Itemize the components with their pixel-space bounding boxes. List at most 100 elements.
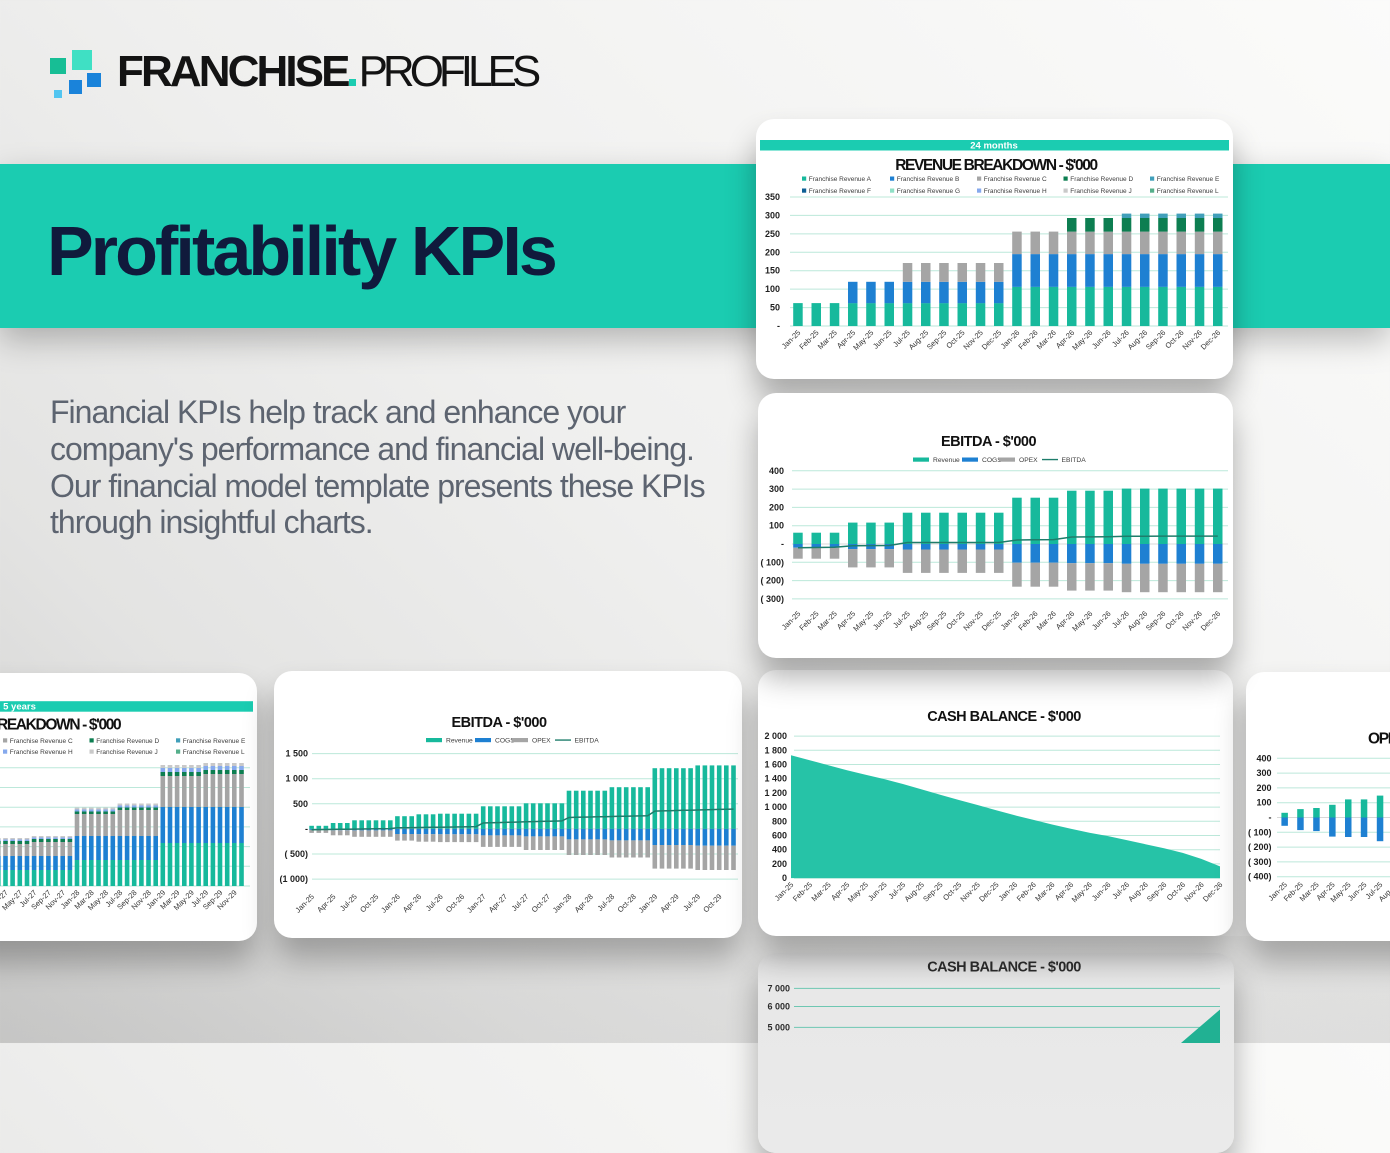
svg-text:1 200: 1 200: [764, 788, 787, 798]
svg-text:Oct-28: Oct-28: [616, 892, 638, 914]
svg-text:( 300): ( 300): [1248, 857, 1272, 867]
svg-text:Dec-25: Dec-25: [977, 880, 1000, 903]
svg-text:500: 500: [293, 799, 308, 809]
svg-text:Franchise Revenue C: Franchise Revenue C: [984, 176, 1047, 183]
svg-text:250: 250: [765, 229, 780, 239]
svg-text:May-25: May-25: [851, 328, 875, 352]
svg-text:300: 300: [765, 210, 780, 220]
svg-text:Dec-26: Dec-26: [1199, 328, 1222, 351]
svg-text:5 years: 5 years: [3, 702, 36, 713]
svg-text:Oct-29: Oct-29: [701, 892, 723, 914]
svg-text:Franchise Revenue A: Franchise Revenue A: [809, 176, 872, 183]
svg-text:Jul-28: Jul-28: [595, 892, 616, 913]
svg-text:600: 600: [772, 831, 787, 841]
svg-text:Revenue: Revenue: [933, 457, 960, 464]
svg-text:Apr-27: Apr-27: [487, 892, 509, 914]
svg-text:May-26: May-26: [1070, 880, 1094, 904]
svg-text:Mar-25: Mar-25: [816, 328, 839, 351]
svg-text:Oct-27: Oct-27: [530, 892, 552, 914]
svg-text:OPEX: OPEX: [1019, 457, 1038, 464]
svg-text:Revenue: Revenue: [446, 738, 473, 745]
svg-text:REVENUE BREAKDOWN - $'000: REVENUE BREAKDOWN - $'000: [0, 717, 121, 734]
svg-text:Jan-27: Jan-27: [465, 892, 488, 915]
svg-text:Mar-26: Mar-26: [1035, 609, 1058, 632]
svg-text:7 000: 7 000: [767, 983, 790, 993]
svg-text:Nov-26: Nov-26: [1182, 880, 1205, 903]
svg-text:150: 150: [765, 266, 780, 276]
svg-text:OPEX BREAKDOWN - $'000: OPEX BREAKDOWN - $'000: [1368, 731, 1390, 748]
svg-text:Mar-25: Mar-25: [816, 609, 839, 632]
svg-text:Jan-26: Jan-26: [379, 892, 402, 915]
svg-text:EBITDA - $'000: EBITDA - $'000: [451, 715, 546, 731]
svg-text:Mar-26: Mar-26: [1035, 328, 1058, 351]
svg-text:( 500): ( 500): [284, 849, 308, 859]
svg-text:COGS: COGS: [495, 738, 515, 745]
svg-text:Sep-25: Sep-25: [921, 880, 944, 903]
svg-text:Jul-27: Jul-27: [510, 892, 531, 913]
svg-text:Franchise Revenue D: Franchise Revenue D: [1070, 176, 1133, 183]
svg-text:0: 0: [782, 873, 787, 883]
svg-text:Sep-26: Sep-26: [1145, 880, 1168, 903]
svg-text:Jun-25: Jun-25: [871, 328, 894, 351]
svg-text:Apr-29: Apr-29: [658, 892, 680, 914]
svg-text:2 000: 2 000: [764, 731, 787, 741]
svg-text:Franchise Revenue J: Franchise Revenue J: [1070, 188, 1131, 195]
svg-text:Jun-25: Jun-25: [866, 880, 889, 903]
svg-text:Jan-29: Jan-29: [637, 892, 660, 915]
svg-text:200: 200: [772, 859, 787, 869]
svg-text:Feb-26: Feb-26: [1015, 880, 1038, 903]
svg-text:50: 50: [770, 303, 780, 313]
svg-text:Apr-26: Apr-26: [401, 892, 423, 914]
svg-text:May-25: May-25: [846, 880, 870, 904]
svg-text:(1 000): (1 000): [279, 874, 308, 884]
svg-text:Feb-26: Feb-26: [1016, 328, 1039, 351]
svg-text:( 100): ( 100): [1248, 827, 1272, 837]
svg-text:Jul-29: Jul-29: [681, 892, 702, 913]
svg-text:Jan-28: Jan-28: [551, 892, 574, 915]
svg-text:Franchise Revenue E: Franchise Revenue E: [183, 738, 246, 745]
svg-text:Feb-25: Feb-25: [791, 880, 814, 903]
svg-text:400: 400: [772, 845, 787, 855]
svg-text:Franchise Revenue J: Franchise Revenue J: [96, 749, 157, 756]
svg-text:1 600: 1 600: [764, 760, 787, 770]
svg-text:350: 350: [765, 192, 780, 202]
svg-text:Feb-26: Feb-26: [1016, 609, 1039, 632]
svg-text:1 400: 1 400: [764, 774, 787, 784]
svg-text:Franchise Revenue B: Franchise Revenue B: [897, 176, 960, 183]
svg-text:1 500: 1 500: [285, 749, 308, 759]
svg-text:Franchise Revenue C: Franchise Revenue C: [10, 738, 73, 745]
svg-text:400: 400: [1256, 753, 1271, 763]
svg-text:Aug-25: Aug-25: [903, 880, 926, 903]
svg-text:Jan-25: Jan-25: [293, 892, 316, 915]
svg-text:May-25: May-25: [851, 609, 875, 633]
svg-text:300: 300: [1256, 768, 1271, 778]
svg-text:Dec-25: Dec-25: [980, 609, 1003, 632]
svg-text:Franchise Revenue H: Franchise Revenue H: [10, 749, 73, 756]
svg-text:EBITDA: EBITDA: [575, 738, 600, 745]
svg-text:Jun-26: Jun-26: [1090, 880, 1113, 903]
svg-text:Oct-25: Oct-25: [358, 892, 380, 914]
svg-text:Mar-25: Mar-25: [810, 880, 833, 903]
svg-text:800: 800: [772, 816, 787, 826]
svg-text:Jun-26: Jun-26: [1090, 328, 1113, 351]
svg-text:Feb-25: Feb-25: [797, 328, 820, 351]
svg-text:Sep-26: Sep-26: [1144, 328, 1167, 351]
svg-text:Jun-26: Jun-26: [1090, 609, 1113, 632]
svg-text:100: 100: [1256, 798, 1271, 808]
svg-text:-: -: [777, 321, 780, 331]
svg-text:CASH BALANCE - $'000: CASH BALANCE - $'000: [927, 959, 1081, 975]
svg-text:Sep-25: Sep-25: [925, 328, 948, 351]
svg-text:-: -: [305, 824, 308, 834]
svg-text:Franchise Revenue F: Franchise Revenue F: [809, 188, 871, 195]
svg-text:Franchise Revenue G: Franchise Revenue G: [897, 188, 960, 195]
svg-text:Jun-25: Jun-25: [871, 609, 894, 632]
svg-text:EBITDA - $'000: EBITDA - $'000: [941, 434, 1036, 450]
svg-text:( 300): ( 300): [760, 594, 784, 604]
svg-text:Franchise Revenue E: Franchise Revenue E: [1157, 176, 1220, 183]
svg-text:( 100): ( 100): [760, 557, 784, 567]
svg-text:( 400): ( 400): [1248, 872, 1272, 882]
svg-text:100: 100: [765, 284, 780, 294]
svg-text:Franchise Revenue L: Franchise Revenue L: [1157, 188, 1219, 195]
svg-text:200: 200: [769, 502, 784, 512]
svg-text:200: 200: [1256, 783, 1271, 793]
